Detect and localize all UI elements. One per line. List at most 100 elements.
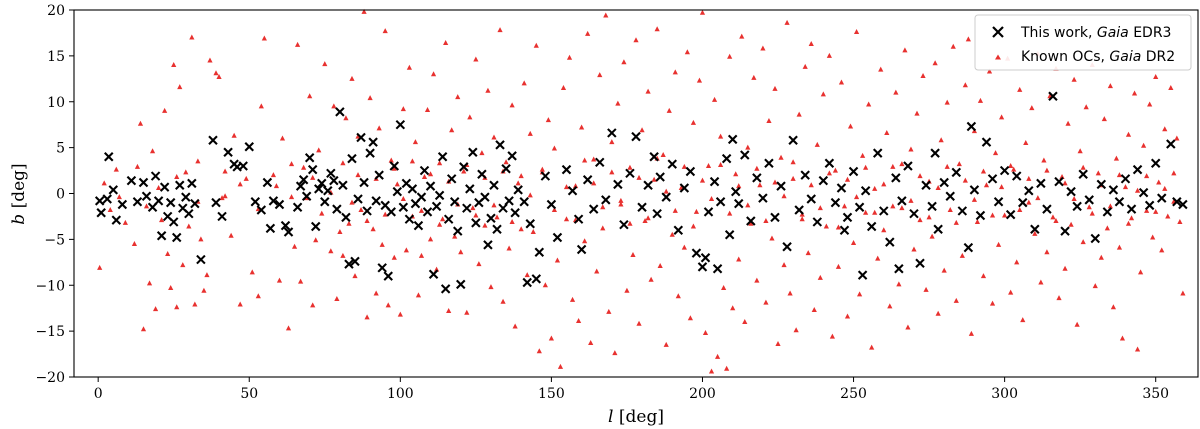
known-oc-point xyxy=(645,88,651,94)
y-tick-label: 20 xyxy=(47,3,65,19)
this-work-point xyxy=(383,271,393,281)
known-oc-point xyxy=(506,245,512,251)
this-work-point xyxy=(295,181,306,191)
known-oc-point xyxy=(950,43,956,49)
y-tick-label: −20 xyxy=(35,370,65,386)
this-work-point xyxy=(392,186,403,197)
this-work-point xyxy=(168,217,179,227)
known-oc-point xyxy=(515,180,521,186)
known-oc-point xyxy=(838,79,845,85)
this-work-point xyxy=(1150,158,1161,168)
y-tick-label: 15 xyxy=(47,49,65,65)
known-oc-point xyxy=(853,194,860,200)
this-work-point xyxy=(274,199,285,210)
known-oc-point xyxy=(1092,283,1098,289)
known-oc-point xyxy=(932,60,938,66)
this-work-point xyxy=(498,203,508,213)
known-oc-point xyxy=(926,214,932,220)
this-work-point xyxy=(323,186,333,196)
known-oc-point xyxy=(427,171,434,177)
this-work-point xyxy=(522,277,532,288)
known-oc-point xyxy=(781,262,787,268)
known-oc-point xyxy=(1116,244,1123,250)
this-work-point xyxy=(480,192,490,202)
known-oc-point xyxy=(180,262,186,268)
known-oc-point xyxy=(675,293,681,299)
this-work-point xyxy=(691,248,702,258)
known-oc-point xyxy=(572,183,579,189)
this-work-point xyxy=(894,263,904,274)
known-oc-point xyxy=(548,335,554,341)
this-work-point xyxy=(386,207,397,217)
x-tick-label: 100 xyxy=(387,386,414,402)
known-oc-point xyxy=(156,184,162,190)
known-oc-point xyxy=(1068,221,1074,227)
this-work-point xyxy=(283,227,294,237)
known-oc-point xyxy=(705,162,712,168)
this-work-point xyxy=(724,230,735,240)
this-work-point xyxy=(857,270,868,280)
known-oc-point xyxy=(769,235,775,241)
known-oc-point xyxy=(1180,290,1186,296)
known-oc-point xyxy=(1080,239,1086,245)
known-oc-point xyxy=(660,151,666,157)
this-work-point xyxy=(395,119,406,130)
known-oc-point xyxy=(379,241,385,247)
known-oc-point xyxy=(497,27,503,33)
this-work-point xyxy=(525,219,535,229)
x-tick-label: 0 xyxy=(94,386,103,402)
known-oc-point xyxy=(509,102,515,108)
this-work-point xyxy=(465,184,475,194)
this-work-point xyxy=(452,226,463,236)
known-oc-point xyxy=(560,84,567,90)
known-oc-point xyxy=(1062,180,1068,186)
this-work-point xyxy=(806,194,816,204)
this-work-point xyxy=(196,254,206,265)
this-work-point xyxy=(187,178,197,189)
known-oc-point xyxy=(977,97,984,103)
known-oc-point xyxy=(1107,83,1113,89)
this-work-point xyxy=(335,107,345,117)
known-oc-point xyxy=(255,206,261,212)
known-oc-point xyxy=(249,269,255,275)
known-oc-point xyxy=(186,223,192,229)
known-oc-point xyxy=(382,28,388,34)
this-work-point xyxy=(102,194,112,204)
this-work-point xyxy=(459,162,469,172)
known-oc-point xyxy=(663,341,669,347)
known-oc-point xyxy=(322,61,328,67)
known-oc-point xyxy=(944,99,950,105)
known-oc-point xyxy=(174,304,180,310)
known-oc-point xyxy=(566,54,573,60)
this-work-point xyxy=(347,153,357,164)
this-work-point xyxy=(1132,164,1143,175)
known-oc-point xyxy=(1026,175,1032,181)
known-oc-point xyxy=(820,91,826,97)
known-oc-point xyxy=(1011,166,1017,172)
known-oc-point xyxy=(992,150,999,156)
this-work-point xyxy=(94,196,105,206)
known-oc-point xyxy=(609,139,615,145)
known-oc-point xyxy=(881,227,887,233)
known-oc-point xyxy=(177,84,183,90)
known-oc-point xyxy=(1144,173,1150,179)
known-oc-point xyxy=(727,53,733,59)
this-work-point xyxy=(416,192,427,202)
known-oc-point xyxy=(956,161,962,167)
known-oc-point xyxy=(162,107,168,113)
known-oc-point xyxy=(742,318,748,324)
this-work-point xyxy=(443,214,454,224)
known-oc-point xyxy=(518,226,524,232)
this-work-point xyxy=(374,170,384,180)
known-oc-point xyxy=(775,340,781,346)
this-work-point xyxy=(945,191,955,201)
known-oc-point xyxy=(899,205,905,211)
known-oc-point xyxy=(914,110,920,116)
known-oc-point xyxy=(597,72,603,78)
known-oc-point xyxy=(1017,86,1023,92)
known-oc-point xyxy=(887,303,893,309)
this-work-point xyxy=(1120,174,1131,184)
known-oc-point xyxy=(443,40,449,46)
y-tick-label: −15 xyxy=(35,324,65,340)
